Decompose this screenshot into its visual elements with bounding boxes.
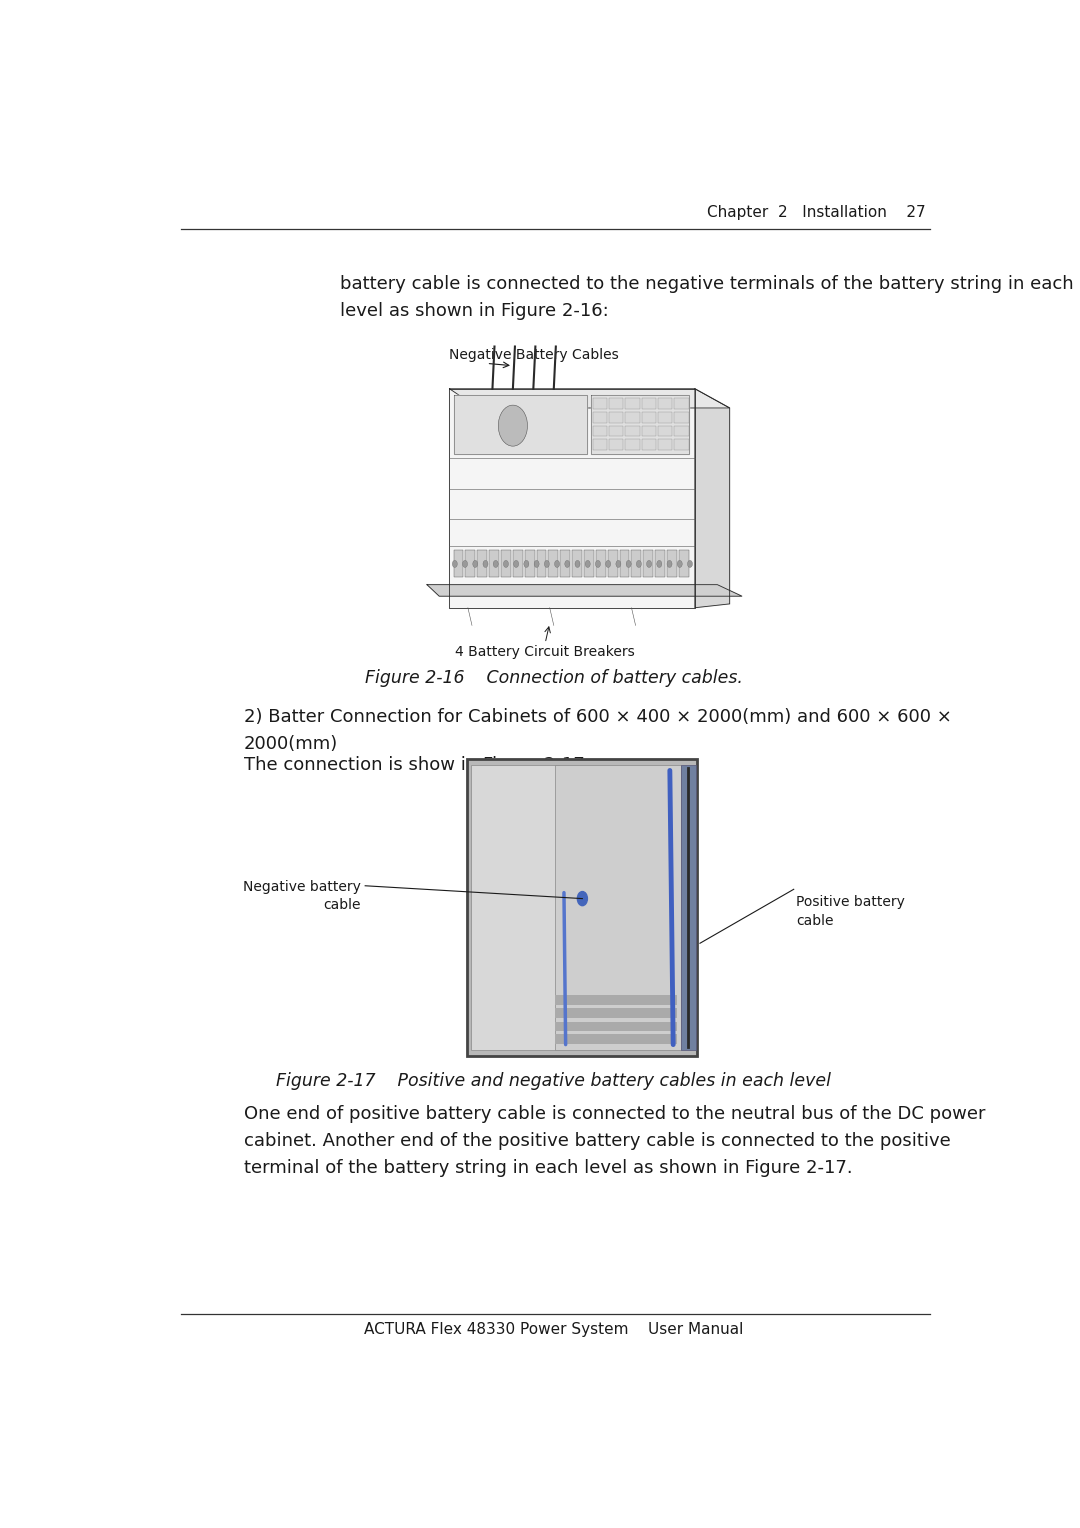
Bar (537, 550, 546, 578)
Polygon shape (427, 585, 742, 596)
Bar (555, 1008, 677, 1018)
Bar (620, 550, 630, 578)
Bar (674, 413, 689, 423)
Circle shape (626, 561, 631, 567)
Bar (593, 413, 607, 423)
Text: The connection is show in Figure 2-17:: The connection is show in Figure 2-17: (244, 756, 591, 775)
Bar (658, 397, 673, 410)
Bar (472, 764, 559, 1050)
Circle shape (453, 561, 457, 567)
Bar (489, 550, 499, 578)
Circle shape (535, 561, 539, 567)
Text: battery cable is connected to the negative terminals of the battery string in ea: battery cable is connected to the negati… (340, 275, 1074, 321)
Bar (644, 550, 653, 578)
Bar (625, 397, 639, 410)
Bar (642, 426, 656, 437)
Bar (658, 426, 673, 437)
Bar (387, 365, 746, 626)
Text: Negative battery
cable: Negative battery cable (243, 880, 361, 912)
Bar (609, 426, 623, 437)
Bar (609, 440, 623, 451)
Bar (465, 550, 475, 578)
Polygon shape (454, 394, 586, 454)
Bar (625, 426, 639, 437)
Circle shape (585, 561, 591, 567)
Circle shape (677, 561, 683, 567)
Bar (525, 550, 535, 578)
Bar (555, 995, 677, 1004)
Bar (555, 1034, 677, 1044)
Bar (632, 550, 642, 578)
Bar (561, 550, 570, 578)
Text: Positive battery
cable: Positive battery cable (796, 895, 905, 927)
Circle shape (498, 405, 527, 446)
Bar (477, 550, 487, 578)
Bar (625, 413, 639, 423)
Bar (454, 550, 463, 578)
Circle shape (647, 561, 651, 567)
Bar (593, 426, 607, 437)
Bar (681, 764, 696, 1050)
Bar (667, 550, 677, 578)
Polygon shape (591, 394, 689, 454)
Circle shape (494, 561, 498, 567)
Bar (658, 413, 673, 423)
Polygon shape (694, 388, 730, 608)
Circle shape (575, 561, 580, 567)
Bar (658, 440, 673, 451)
Bar (584, 550, 594, 578)
Circle shape (524, 561, 529, 567)
Bar (656, 550, 665, 578)
Circle shape (616, 561, 621, 567)
Bar (572, 550, 582, 578)
Bar (387, 365, 746, 626)
Bar (674, 440, 689, 451)
Circle shape (667, 561, 672, 567)
Text: 2) Batter Connection for Cabinets of 600 × 400 × 2000(mm) and 600 × 600 ×
2000(m: 2) Batter Connection for Cabinets of 600… (244, 707, 951, 753)
Circle shape (514, 561, 518, 567)
Bar (625, 440, 639, 451)
Bar (609, 397, 623, 410)
Bar (593, 440, 607, 451)
Bar (468, 759, 698, 1056)
Bar (642, 440, 656, 451)
Circle shape (688, 561, 692, 567)
Bar (609, 413, 623, 423)
Circle shape (503, 561, 509, 567)
Bar (596, 550, 606, 578)
Text: One end of positive battery cable is connected to the neutral bus of the DC powe: One end of positive battery cable is con… (244, 1105, 985, 1178)
Bar (501, 550, 511, 578)
Circle shape (483, 561, 488, 567)
Bar (679, 550, 689, 578)
Bar (549, 550, 558, 578)
Bar (555, 764, 681, 1050)
Text: Figure 2-17    Positive and negative battery cables in each level: Figure 2-17 Positive and negative batter… (276, 1073, 831, 1091)
Circle shape (565, 561, 570, 567)
Text: 4 Battery Circuit Breakers: 4 Battery Circuit Breakers (456, 645, 635, 659)
Circle shape (578, 891, 588, 906)
Circle shape (462, 561, 468, 567)
Polygon shape (449, 388, 730, 408)
Circle shape (636, 561, 642, 567)
Circle shape (606, 561, 610, 567)
Circle shape (595, 561, 600, 567)
Bar (608, 550, 618, 578)
Bar (555, 1022, 677, 1031)
Circle shape (554, 561, 559, 567)
Bar (642, 413, 656, 423)
Bar (674, 397, 689, 410)
Circle shape (473, 561, 477, 567)
Circle shape (544, 561, 550, 567)
Bar (513, 550, 523, 578)
Bar (674, 426, 689, 437)
Text: Figure 2-16    Connection of battery cables.: Figure 2-16 Connection of battery cables… (365, 669, 742, 686)
Bar (593, 397, 607, 410)
Text: Negative Battery Cables: Negative Battery Cables (449, 348, 619, 362)
Circle shape (657, 561, 662, 567)
Polygon shape (449, 388, 694, 608)
Text: Chapter  2   Installation    27: Chapter 2 Installation 27 (707, 205, 926, 220)
Text: ACTURA Flex 48330 Power System    User Manual: ACTURA Flex 48330 Power System User Manu… (364, 1322, 743, 1337)
Bar (642, 397, 656, 410)
